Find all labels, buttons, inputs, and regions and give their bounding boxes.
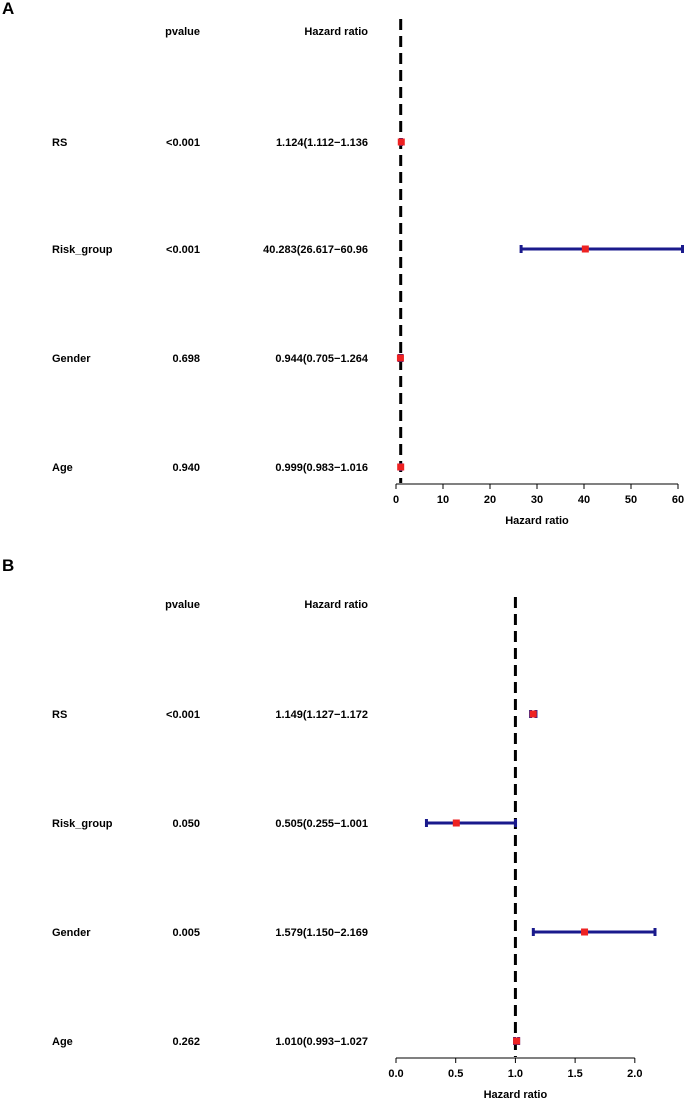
point-estimate (581, 928, 589, 936)
pvalue-cell: 0.698 (172, 353, 200, 365)
pvalue-cell: 0.005 (172, 927, 200, 939)
panel-a-letter: A (2, 0, 14, 18)
panel-a: A pvalue Hazard ratio RS <0.001 1.124(1.11… (2, 0, 684, 527)
variable-label: Age (52, 1036, 73, 1048)
pvalue-header: pvalue (165, 26, 200, 38)
point-estimate (513, 1037, 521, 1045)
hazard-ratio-cell: 0.999(0.983−1.016 (275, 462, 368, 474)
hazard-ratio-header: Hazard ratio (304, 599, 368, 611)
x-tick-label: 20 (484, 494, 496, 506)
point-estimate (452, 819, 460, 827)
point-estimate (396, 354, 404, 362)
variable-label: Gender (52, 353, 91, 365)
pvalue-cell: 0.050 (172, 818, 200, 830)
point-estimate (397, 138, 405, 146)
point-estimate (397, 463, 405, 471)
variable-label: Gender (52, 927, 91, 939)
variable-label: Risk_group (52, 244, 113, 256)
x-axis-title: Hazard ratio (505, 515, 569, 527)
x-tick-label: 1.5 (567, 1068, 582, 1080)
pvalue-cell: 0.940 (172, 462, 200, 474)
variable-label: Age (52, 462, 73, 474)
x-tick-label: 50 (625, 494, 637, 506)
hazard-ratio-cell: 1.124(1.112−1.136 (276, 137, 368, 149)
table-rows: RS <0.001 1.124(1.112−1.136 Risk_group <0.00… (52, 137, 369, 474)
x-tick-label: 40 (578, 494, 590, 506)
x-tick-label: 0 (393, 494, 399, 506)
pvalue-cell: <0.001 (166, 244, 200, 256)
x-tick-label: 1.0 (508, 1068, 523, 1080)
plot-area: 0 10 20 30 40 50 60 Hazard ratio (393, 19, 684, 527)
panel-b: B pvalue Hazard ratio RS <0.001 1.149(1.12… (2, 556, 657, 1098)
hazard-ratio-header: Hazard ratio (304, 26, 368, 38)
hazard-ratio-cell: 1.149(1.127−1.172 (275, 709, 368, 721)
plot-area: 0.0 0.5 1.0 1.5 2.0 Hazard ratio (388, 597, 657, 1098)
variable-label: Risk_group (52, 818, 113, 830)
hazard-ratio-cell: 1.579(1.150−2.169 (275, 927, 368, 939)
hazard-ratio-cell: 0.944(0.705−1.264 (275, 353, 369, 365)
pvalue-header: pvalue (165, 599, 200, 611)
table-rows: RS <0.001 1.149(1.127−1.172 Risk_group 0.050… (52, 709, 368, 1048)
x-tick-label: 0.0 (388, 1068, 403, 1080)
variable-label: RS (52, 709, 67, 721)
variable-label: RS (52, 137, 67, 149)
panel-b-letter: B (2, 556, 14, 575)
x-tick-label: 0.5 (448, 1068, 463, 1080)
x-tick-label: 30 (531, 494, 543, 506)
point-estimate (581, 245, 589, 253)
pvalue-cell: 0.262 (172, 1036, 200, 1048)
hazard-ratio-cell: 0.505(0.255−1.001 (275, 818, 368, 830)
point-estimate (529, 710, 537, 718)
x-tick-label: 2.0 (627, 1068, 642, 1080)
x-axis-title: Hazard ratio (484, 1089, 548, 1098)
pvalue-cell: <0.001 (166, 709, 200, 721)
pvalue-cell: <0.001 (166, 137, 200, 149)
hazard-ratio-cell: 1.010(0.993−1.027 (275, 1036, 368, 1048)
x-tick-label: 60 (672, 494, 684, 506)
x-tick-label: 10 (437, 494, 449, 506)
hazard-ratio-cell: 40.283(26.617−60.96 (263, 244, 368, 256)
